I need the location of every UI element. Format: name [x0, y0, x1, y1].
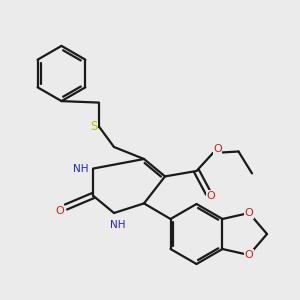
- Text: NH: NH: [73, 164, 89, 174]
- Text: S: S: [90, 120, 97, 133]
- Text: O: O: [213, 144, 222, 154]
- Text: O: O: [244, 208, 253, 218]
- Text: O: O: [55, 206, 64, 216]
- Text: O: O: [244, 250, 253, 260]
- Text: O: O: [206, 191, 215, 201]
- Text: NH: NH: [110, 220, 125, 230]
